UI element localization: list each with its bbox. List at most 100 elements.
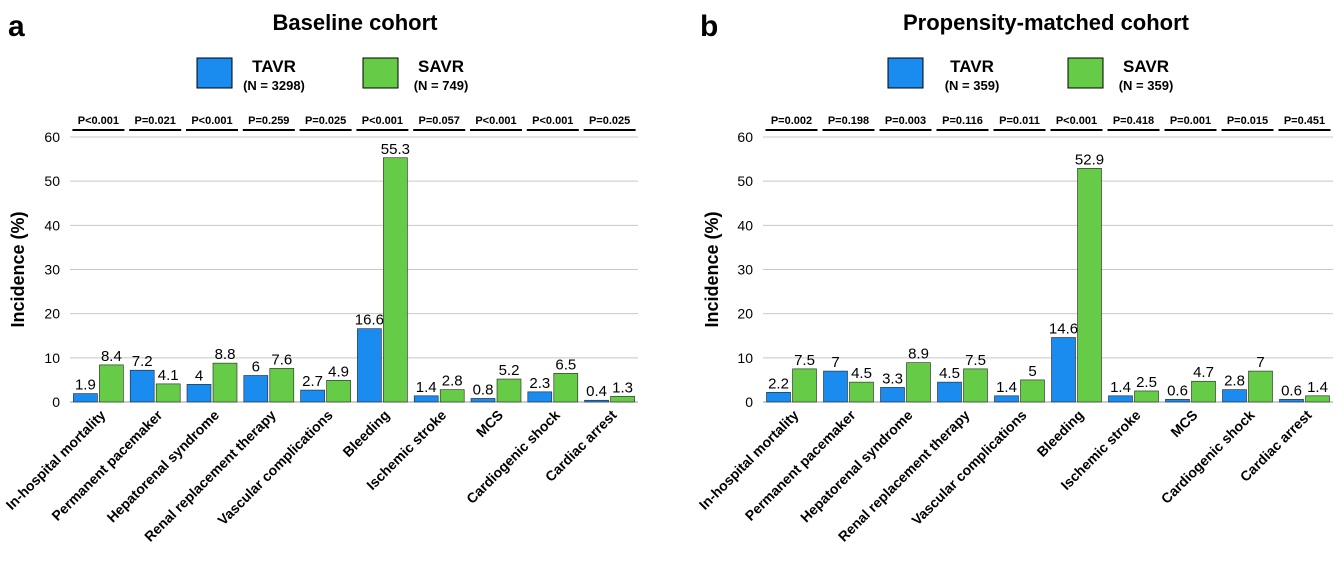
y-tick-label: 20 (737, 306, 753, 322)
y-tick-label: 50 (44, 173, 60, 189)
panel-letter: b (700, 10, 718, 43)
data-label: 3.3 (882, 370, 903, 387)
y-tick-label: 50 (737, 173, 753, 189)
data-label: 1.3 (612, 379, 633, 396)
bar-chart-matched: 0 10 20 30 40 50 60 Incidence (%) 2.2 7.5 P=0.002 I… (696, 115, 1333, 545)
data-label: 4.7 (1193, 364, 1214, 381)
p-value-label: P<0.001 (362, 115, 403, 127)
y-axis-label: Incidence (%) (8, 211, 28, 327)
data-label: 52.9 (1075, 151, 1104, 168)
bar-savr (155, 383, 181, 403)
legend-swatch-tavr (196, 57, 233, 89)
bar-tavr (527, 391, 553, 403)
data-label: 8.9 (908, 346, 929, 363)
p-value-label: P<0.001 (1056, 115, 1097, 127)
x-tick-label: Bleeding (339, 407, 392, 460)
x-tick-label: Vascular complications (214, 407, 336, 529)
data-label: 6 (252, 359, 260, 376)
p-value-label: P=0.025 (305, 115, 346, 127)
y-tick-label: 30 (44, 262, 60, 278)
bar-savr (906, 362, 931, 403)
p-value-label: P=0.116 (942, 115, 983, 127)
legend-swatch-savr (1067, 57, 1104, 89)
data-label: 0.4 (586, 383, 607, 400)
data-label: 8.8 (215, 346, 236, 363)
y-tick-label: 10 (737, 350, 753, 366)
p-value-label: P=0.002 (771, 115, 812, 127)
bar-savr (439, 389, 465, 403)
y-tick-label: 30 (737, 262, 753, 278)
legend: TAVR (N = 3298) SAVR (N = 749) (196, 57, 469, 93)
bar-tavr (1051, 337, 1076, 403)
y-tick-label: 60 (737, 129, 753, 145)
data-label: 7.2 (132, 353, 153, 370)
data-label: 2.8 (442, 373, 463, 390)
bar-tavr (1222, 389, 1247, 403)
x-tick-label: In-hospital mortality (696, 407, 802, 513)
x-tick-label: Cardiogenic shock (463, 407, 563, 507)
bar-savr (269, 368, 295, 403)
panel-a: a Baseline cohort TAVR (N = 3298) SAVR (… (3, 10, 638, 545)
y-tick-label: 20 (44, 306, 60, 322)
legend-n-savr: (N = 749) (414, 78, 469, 93)
bar-tavr (1279, 399, 1304, 403)
data-label: 1.9 (75, 377, 96, 394)
x-tick-label: Hepatorenal syndrome (104, 407, 223, 526)
bar-savr (1305, 395, 1330, 403)
data-label: 2.5 (1136, 374, 1157, 391)
data-label: 7.5 (965, 352, 986, 369)
data-label: 0.8 (473, 381, 494, 398)
data-label: 1.4 (1307, 379, 1328, 396)
y-tick-label: 0 (745, 394, 753, 410)
data-label: 4.5 (851, 365, 872, 382)
data-label: 7.5 (794, 352, 815, 369)
p-value-label: P=0.451 (1284, 115, 1325, 127)
bar-savr (792, 368, 817, 403)
y-tick-label: 10 (44, 350, 60, 366)
bar-tavr (937, 381, 962, 403)
bar-tavr (584, 399, 609, 403)
bar-chart-baseline: 0 10 20 30 40 50 60 Incidence (%) 1.9 8.4 P<0.001 I… (3, 115, 638, 545)
bar-tavr (129, 369, 155, 403)
p-value-label: P=0.001 (1170, 115, 1211, 127)
legend-label-savr: SAVR (418, 57, 464, 76)
data-label: 4 (195, 367, 203, 384)
panel-b: b Propensity-matched cohort TAVR (N = 35… (696, 10, 1333, 545)
bar-savr (496, 378, 522, 403)
bar-tavr (766, 391, 791, 403)
p-value-label: P=0.198 (828, 115, 869, 127)
data-label: 0.6 (1167, 382, 1188, 399)
data-label: 7 (1256, 354, 1264, 371)
x-tick-label: Permanent pacemaker (742, 406, 859, 523)
x-tick-label: Permanent pacemaker (48, 406, 165, 523)
data-label: 2.8 (1224, 373, 1245, 390)
bar-savr (1077, 168, 1102, 403)
legend-n-savr: (N = 359) (1119, 78, 1174, 93)
y-axis-label: Incidence (%) (702, 211, 722, 327)
y-tick-label: 40 (737, 217, 753, 233)
legend-label-tavr: TAVR (950, 57, 994, 76)
p-value-label: P=0.011 (999, 115, 1040, 127)
bar-savr (212, 362, 238, 403)
bar-tavr (73, 393, 98, 403)
bar-tavr (357, 328, 382, 403)
data-label: 16.6 (355, 312, 384, 329)
legend-swatch-tavr (887, 57, 924, 89)
panel-letter: a (8, 10, 25, 43)
data-label: 4.1 (158, 367, 179, 384)
data-label: 4.9 (328, 363, 349, 380)
bar-tavr (1165, 399, 1190, 403)
bar-tavr (823, 370, 848, 403)
p-value-label: P=0.003 (885, 115, 926, 127)
data-label: 2.3 (529, 375, 550, 392)
y-tick-label: 60 (44, 129, 60, 145)
p-value-label: P=0.021 (135, 115, 176, 127)
bar-savr (849, 381, 874, 403)
bar-tavr (243, 375, 269, 403)
x-tick-label: MCS (1167, 407, 1200, 440)
bar-savr (963, 368, 988, 403)
bar-savr (1248, 370, 1273, 403)
bar-savr (1134, 390, 1159, 403)
x-tick-label: MCS (473, 407, 506, 440)
chart-title: Baseline cohort (272, 10, 438, 35)
